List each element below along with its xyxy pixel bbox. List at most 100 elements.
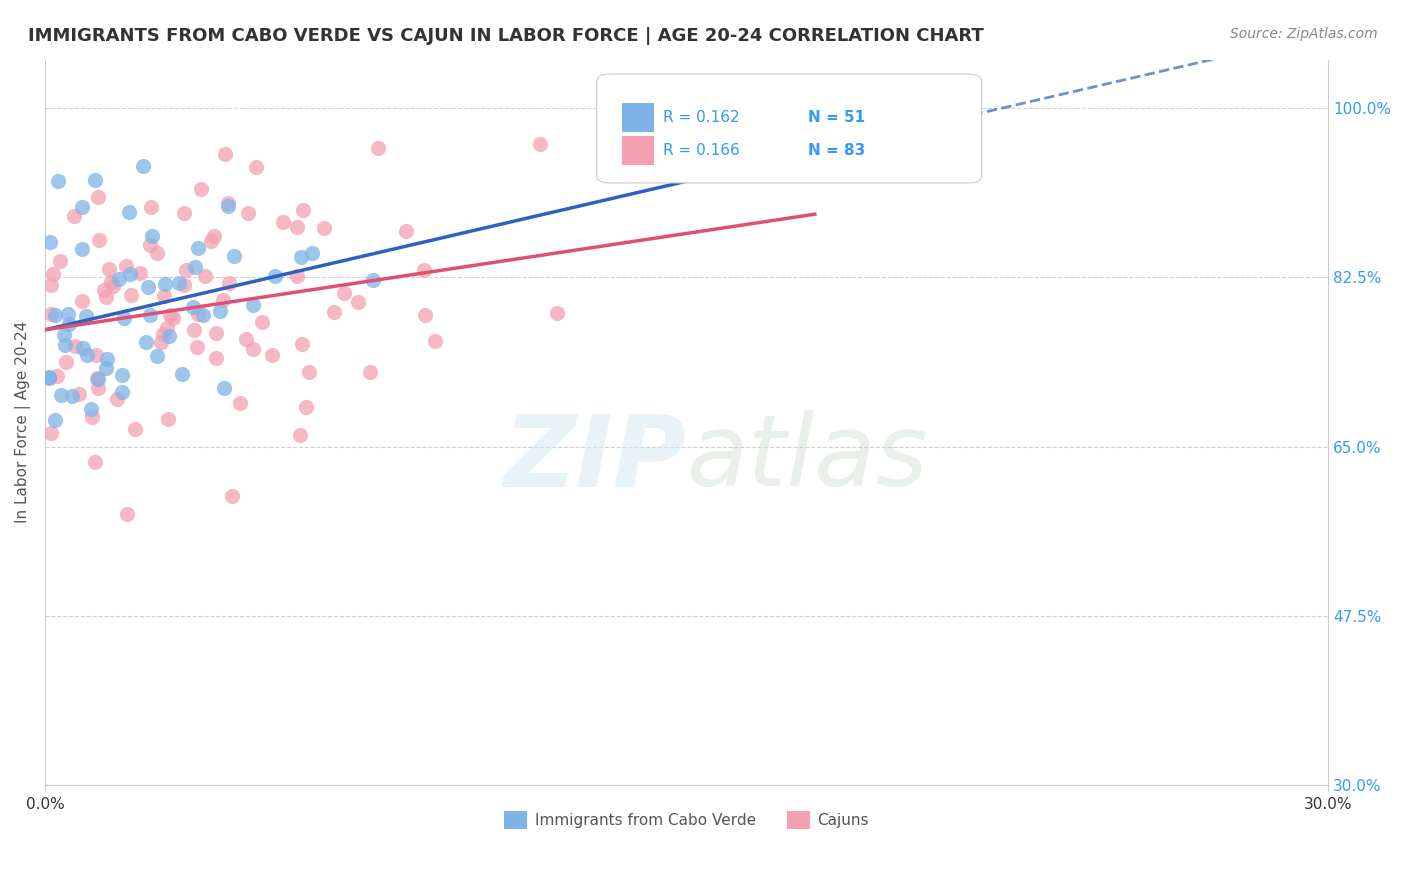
Point [218,276,240,290]
Point [238,206,260,220]
Point [298,365,321,379]
Point [60,389,83,403]
Point [174,263,197,277]
Point [141,229,163,244]
Point [39,235,62,249]
Text: N = 83: N = 83 [808,143,866,158]
Point [80,409,103,424]
Point [55,355,77,369]
Point [58,307,80,321]
Point [93,284,115,298]
Point [38,370,60,384]
Point [173,206,195,220]
Point [111,368,134,382]
Point [228,395,250,409]
Point [250,316,273,330]
Point [204,351,226,365]
Point [211,293,233,307]
Point [183,323,205,337]
Point [41,277,63,292]
Point [149,334,172,349]
Point [103,279,125,293]
Point [107,272,129,286]
Text: atlas: atlas [686,410,928,508]
Point [264,269,287,284]
Text: N = 51: N = 51 [808,110,866,125]
Point [222,249,245,263]
Point [146,246,169,260]
Point [242,297,264,311]
Point [53,328,76,343]
Point [202,228,225,243]
Point [42,267,65,281]
Text: IMMIGRANTS FROM CABO VERDE VS CAJUN IN LABOR FORCE | AGE 20-24 CORRELATION CHART: IMMIGRANTS FROM CABO VERDE VS CAJUN IN L… [28,27,984,45]
Point [53,338,76,352]
Point [118,267,141,281]
Point [217,199,239,213]
Point [84,348,107,362]
Point [162,310,184,325]
Point [529,136,551,151]
Point [295,401,318,415]
Point [204,326,226,340]
Point [70,243,93,257]
Point [181,300,204,314]
Point [87,381,110,395]
Point [214,147,236,161]
Point [39,307,62,321]
Point [117,205,139,219]
Point [132,160,155,174]
Point [271,215,294,229]
Point [153,277,176,291]
Point [97,262,120,277]
Point [112,310,135,325]
Point [72,200,94,214]
Point [80,401,103,416]
Point [49,254,72,268]
Point [301,246,323,260]
Point [333,286,356,301]
Point [46,173,69,187]
Point [187,241,209,255]
Point [75,309,97,323]
Point [287,219,309,234]
Point [87,190,110,204]
Point [44,309,66,323]
Point [115,508,138,522]
Point [184,260,207,275]
Point [260,348,283,362]
Point [67,386,90,401]
Point [139,200,162,214]
Point [58,317,80,331]
Bar [623,136,654,165]
Point [200,234,222,248]
Point [124,422,146,436]
Point [105,392,128,407]
Point [312,220,335,235]
Point [285,268,308,283]
Point [153,289,176,303]
Point [70,293,93,308]
Point [245,160,267,174]
Point [194,269,217,284]
Point [115,259,138,273]
Point [413,309,436,323]
Point [235,332,257,346]
Point [546,305,568,319]
Point [63,209,86,223]
Point [89,233,111,247]
Point [173,278,195,293]
Point [152,327,174,342]
Point [157,412,180,426]
Point [395,224,418,238]
Point [413,263,436,277]
Point [45,369,67,384]
Point [136,279,159,293]
Point [347,294,370,309]
Text: Source: ZipAtlas.com: Source: ZipAtlas.com [1230,27,1378,41]
Point [212,381,235,395]
Text: R = 0.162: R = 0.162 [664,110,740,125]
Point [221,489,243,503]
Point [159,308,181,322]
Point [146,350,169,364]
